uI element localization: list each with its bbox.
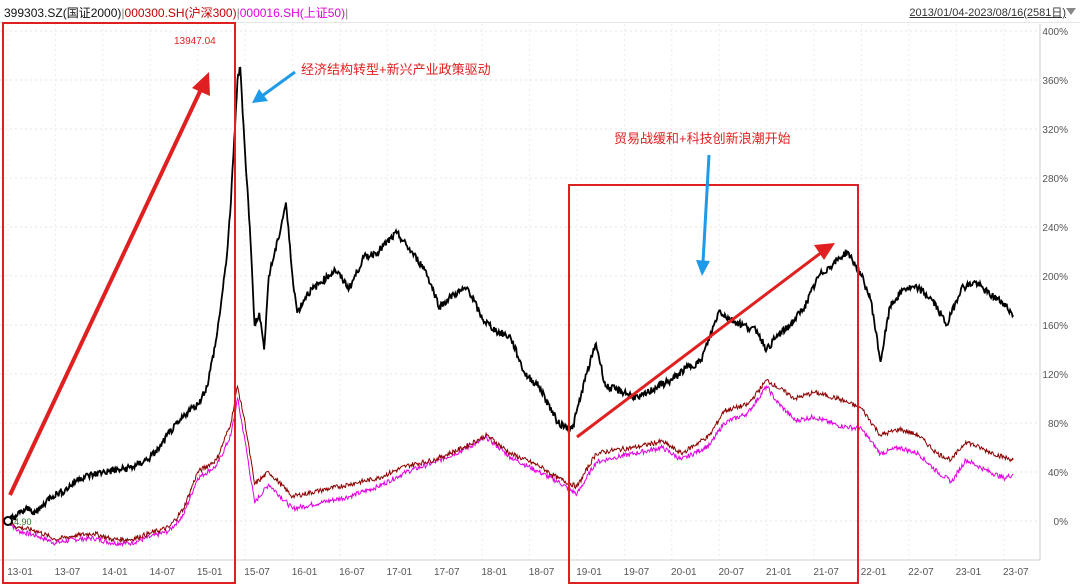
blue-arrow-head-1 xyxy=(252,89,268,103)
y-tick-label: 240% xyxy=(1042,223,1068,234)
blue-arrow-2 xyxy=(701,154,711,263)
x-tick-label: 20-01 xyxy=(671,567,697,578)
x-tick-label: 17-07 xyxy=(434,567,460,578)
blue-arrow-head-2 xyxy=(696,260,710,276)
x-tick-label: 16-01 xyxy=(292,567,318,578)
y-tick-label: 400% xyxy=(1042,27,1068,38)
series-legend: 399303.SZ(国证2000) | 000300.SH(沪深300) | 0… xyxy=(4,2,348,24)
y-tick-label: 0% xyxy=(1054,517,1069,528)
x-tick-label: 16-07 xyxy=(339,567,365,578)
peak-value-label: 13947.04 xyxy=(174,36,216,47)
highlight-box-2019-2021 xyxy=(568,184,859,584)
annotation-text-1: 经济结构转型+新兴产业政策驱动 xyxy=(301,62,491,77)
x-tick-label: 13-07 xyxy=(55,567,81,578)
x-tick-label: 13-01 xyxy=(7,567,33,578)
y-tick-label: 160% xyxy=(1042,321,1068,332)
x-tick-label: 18-01 xyxy=(481,567,507,578)
x-axis: 13-01 13-07 14-01 14-07 15-01 15-07 16-01 16-07… xyxy=(0,559,1040,578)
legend-item-hushen300[interactable]: 000300.SH(沪深300) xyxy=(124,6,237,20)
x-tick-label: 14-01 xyxy=(102,567,128,578)
series-line-2 xyxy=(7,385,1014,548)
triangle-down-icon[interactable] xyxy=(1066,8,1076,15)
trend-arrow-1 xyxy=(8,84,205,496)
y-tick-label: 80% xyxy=(1048,419,1068,430)
y-tick-label: 40% xyxy=(1048,468,1068,479)
y-tick-label: 320% xyxy=(1042,125,1068,136)
legend-separator: | xyxy=(345,6,349,20)
x-tick-label: 14-07 xyxy=(149,567,175,578)
start-value-label: 4.90 xyxy=(14,517,32,527)
x-tick-label: 23-07 xyxy=(1003,567,1029,578)
x-tick-label: 22-07 xyxy=(908,567,934,578)
trend-arrow-2 xyxy=(576,250,823,439)
series-lines xyxy=(7,66,1015,548)
start-marker xyxy=(3,516,13,526)
highlight-box-2013-2015 xyxy=(2,22,236,584)
chart-header: 399303.SZ(国证2000) | 000300.SH(沪深300) | 0… xyxy=(0,0,1080,23)
x-tick-label: 19-07 xyxy=(624,567,650,578)
date-range-selector[interactable]: 2013/01/04-2023/08/16(2581日) xyxy=(909,7,1066,19)
x-tick-label: 17-01 xyxy=(387,567,413,578)
arrow-head-2 xyxy=(814,243,835,260)
y-tick-label: 360% xyxy=(1042,76,1068,87)
annotation-text-2: 贸易战缓和+科技创新浪潮开始 xyxy=(614,131,791,146)
series-line-0 xyxy=(7,66,1015,522)
x-tick-label: 18-07 xyxy=(529,567,555,578)
x-tick-label: 21-07 xyxy=(813,567,839,578)
y-tick-label: 120% xyxy=(1042,370,1068,381)
arrow-head-1 xyxy=(192,72,210,96)
blue-arrow-1 xyxy=(261,70,296,98)
y-tick-label: 200% xyxy=(1042,272,1068,283)
x-tick-label: 20-07 xyxy=(718,567,744,578)
x-tick-label: 19-01 xyxy=(576,567,602,578)
x-tick-label: 22-01 xyxy=(861,567,887,578)
x-tick-label: 21-01 xyxy=(766,567,792,578)
x-tick-label: 15-01 xyxy=(197,567,223,578)
series-line-1 xyxy=(7,378,1014,544)
legend-separator: | xyxy=(236,6,240,20)
y-tick-label: 280% xyxy=(1042,174,1068,185)
legend-item-guozheng2000[interactable]: 399303.SZ(国证2000) xyxy=(4,6,122,20)
legend-item-shangzheng50[interactable]: 000016.SH(上证50) xyxy=(239,6,346,20)
annotations-overlay: 经济结构转型+新兴产业政策驱动 贸易战缓和+科技创新浪潮开始 13947.04 … xyxy=(2,22,859,584)
x-tick-label: 23-01 xyxy=(956,567,982,578)
grid-lines xyxy=(0,24,1040,560)
legend-separator: | xyxy=(121,6,125,20)
y-axis: 0% 40% 80% 120% 160% 200% 240% 280% 320% 360% 400% xyxy=(1039,24,1069,560)
x-tick-label: 15-07 xyxy=(244,567,270,578)
